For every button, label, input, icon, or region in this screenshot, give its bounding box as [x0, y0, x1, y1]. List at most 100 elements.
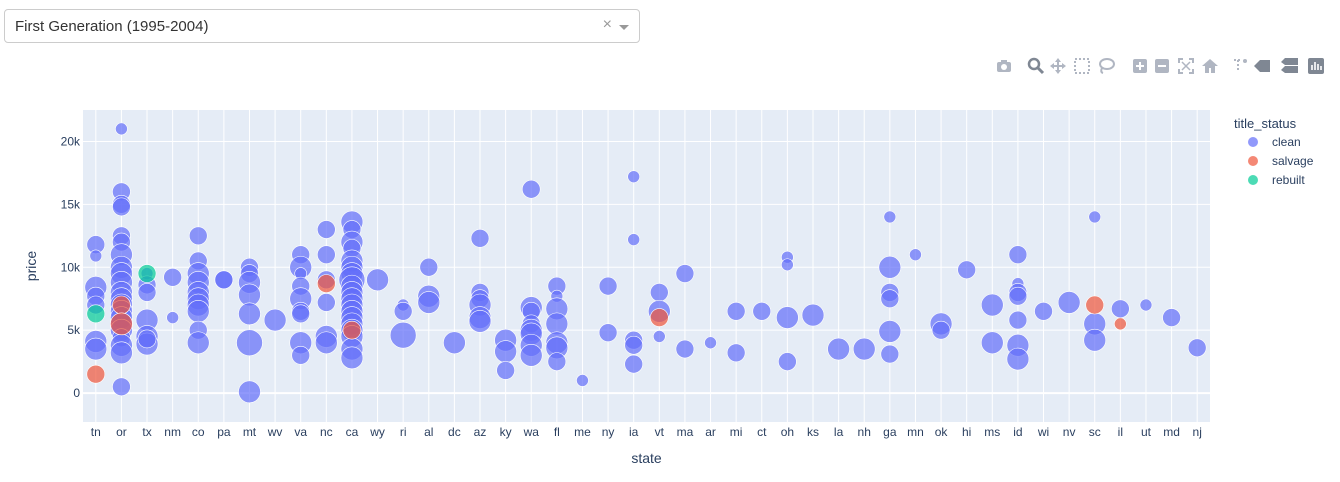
data-point-clean[interactable]	[317, 245, 336, 264]
data-point-clean[interactable]	[598, 276, 618, 296]
data-point-clean[interactable]	[115, 122, 128, 136]
data-point-clean[interactable]	[419, 257, 439, 277]
data-point-clean[interactable]	[675, 264, 695, 283]
data-point-clean[interactable]	[1006, 347, 1030, 371]
zoom-out-icon[interactable]	[1152, 56, 1172, 76]
box-select-icon[interactable]	[1072, 56, 1092, 76]
data-point-clean[interactable]	[880, 289, 900, 309]
data-point-clean[interactable]	[389, 321, 417, 349]
data-point-clean[interactable]	[238, 380, 261, 404]
data-point-clean[interactable]	[317, 220, 336, 239]
data-point-salvage[interactable]	[1085, 295, 1105, 315]
hover-compare-icon[interactable]	[1280, 56, 1300, 76]
pan-icon[interactable]	[1048, 56, 1068, 76]
plot-area[interactable]	[83, 110, 1210, 422]
reset-axes-icon[interactable]	[1200, 56, 1220, 76]
data-point-clean[interactable]	[547, 352, 567, 371]
data-point-clean[interactable]	[186, 299, 210, 323]
data-point-salvage[interactable]	[1114, 317, 1127, 331]
camera-icon[interactable]	[994, 56, 1014, 76]
legend-item-clean[interactable]: clean	[1248, 135, 1301, 149]
data-point-clean[interactable]	[576, 374, 589, 387]
data-point-clean[interactable]	[778, 352, 797, 371]
data-point-clean[interactable]	[1008, 286, 1028, 306]
data-point-clean[interactable]	[1111, 299, 1130, 319]
data-point-salvage[interactable]	[650, 308, 669, 327]
data-point-clean[interactable]	[315, 331, 338, 355]
data-point-clean[interactable]	[521, 179, 541, 199]
data-point-clean[interactable]	[598, 323, 618, 342]
data-point-clean[interactable]	[393, 301, 413, 321]
data-point-clean[interactable]	[957, 260, 976, 280]
data-point-clean[interactable]	[340, 346, 364, 370]
data-point-clean[interactable]	[89, 249, 103, 263]
data-point-clean[interactable]	[931, 320, 951, 340]
data-point-clean[interactable]	[781, 258, 794, 272]
data-point-clean[interactable]	[801, 303, 825, 327]
data-point-clean[interactable]	[519, 344, 543, 367]
data-point-clean[interactable]	[470, 229, 490, 248]
data-point-clean[interactable]	[726, 301, 746, 321]
data-point-clean[interactable]	[852, 337, 876, 361]
spike-lines-icon[interactable]	[1230, 56, 1250, 76]
data-point-clean[interactable]	[1008, 310, 1028, 330]
data-point-clean[interactable]	[878, 320, 902, 343]
legend-item-rebuilt[interactable]: rebuilt	[1248, 173, 1305, 187]
data-point-clean[interactable]	[84, 337, 108, 361]
data-point-clean[interactable]	[675, 339, 695, 359]
data-point-clean[interactable]	[627, 170, 640, 183]
data-point-clean[interactable]	[443, 331, 466, 355]
data-point-salvage[interactable]	[317, 274, 336, 293]
data-point-clean[interactable]	[263, 308, 287, 332]
data-point-clean[interactable]	[624, 335, 643, 355]
data-point-clean[interactable]	[496, 361, 515, 380]
data-point-clean[interactable]	[624, 354, 643, 374]
data-point-clean[interactable]	[112, 377, 131, 397]
data-point-clean[interactable]	[417, 291, 441, 314]
data-point-clean[interactable]	[291, 304, 311, 324]
data-point-salvage[interactable]	[110, 312, 133, 336]
data-point-clean[interactable]	[110, 341, 133, 365]
data-point-clean[interactable]	[1083, 328, 1107, 352]
data-point-clean[interactable]	[137, 329, 157, 349]
data-point-clean[interactable]	[1187, 338, 1207, 358]
data-point-clean[interactable]	[752, 301, 772, 321]
data-point-clean[interactable]	[653, 330, 666, 343]
data-point-clean[interactable]	[166, 311, 179, 324]
generation-dropdown[interactable]: First Generation (1995-2004) ×	[4, 9, 640, 43]
data-point-salvage[interactable]	[342, 320, 362, 340]
data-point-clean[interactable]	[878, 255, 902, 279]
hover-closest-icon[interactable]	[1252, 56, 1272, 76]
data-point-rebuilt[interactable]	[137, 264, 157, 283]
data-point-clean[interactable]	[909, 248, 922, 261]
data-point-salvage[interactable]	[112, 295, 131, 315]
data-point-clean[interactable]	[163, 268, 182, 287]
data-point-salvage[interactable]	[86, 364, 106, 384]
plotly-logo-icon[interactable]	[1306, 56, 1326, 76]
data-point-clean[interactable]	[827, 337, 850, 361]
legend-item-salvage[interactable]: salvage	[1248, 154, 1314, 168]
data-point-clean[interactable]	[238, 302, 261, 326]
data-point-clean[interactable]	[137, 283, 157, 302]
data-point-clean[interactable]	[1088, 210, 1102, 224]
autoscale-icon[interactable]	[1176, 56, 1196, 76]
data-point-clean[interactable]	[726, 343, 746, 363]
data-point-clean[interactable]	[468, 310, 492, 333]
data-point-clean[interactable]	[112, 197, 131, 217]
data-point-clean[interactable]	[186, 331, 210, 355]
data-point-rebuilt[interactable]	[86, 304, 106, 324]
data-point-clean[interactable]	[188, 226, 208, 246]
data-point-clean[interactable]	[880, 344, 900, 364]
data-point-clean[interactable]	[627, 233, 640, 246]
data-point-clean[interactable]	[1139, 298, 1153, 312]
data-point-clean[interactable]	[980, 331, 1004, 355]
data-point-clean[interactable]	[883, 210, 897, 224]
data-point-clean[interactable]	[704, 336, 717, 350]
lasso-select-icon[interactable]	[1096, 56, 1116, 76]
data-point-clean[interactable]	[1034, 301, 1053, 321]
chevron-down-icon[interactable]	[619, 25, 629, 30]
data-point-clean[interactable]	[1057, 291, 1081, 314]
data-point-clean[interactable]	[980, 293, 1004, 317]
data-point-clean[interactable]	[366, 268, 389, 292]
data-point-clean[interactable]	[317, 293, 336, 312]
